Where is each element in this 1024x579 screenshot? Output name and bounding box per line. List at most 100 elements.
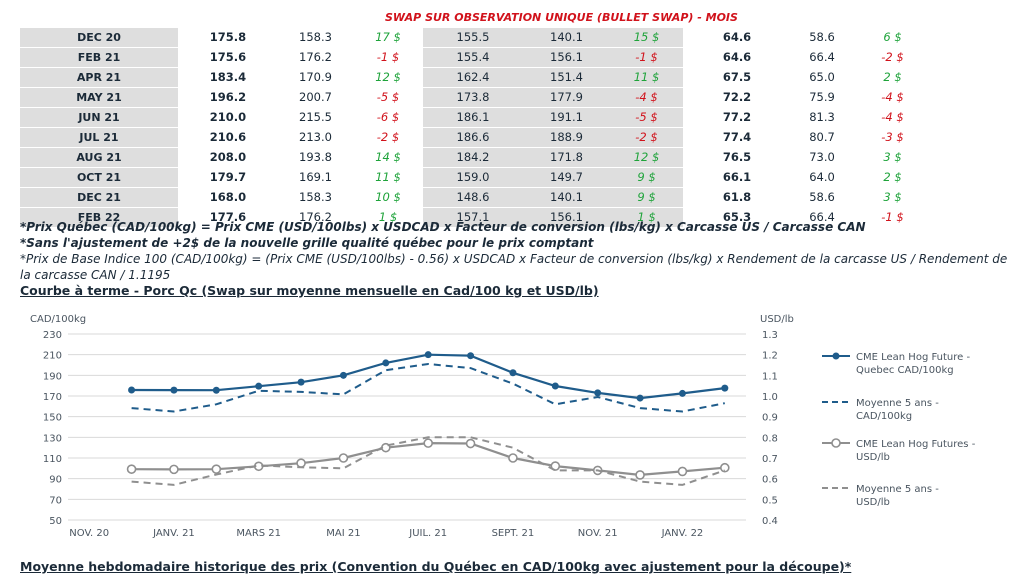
avg-5y-cell: 158.3 bbox=[278, 187, 353, 208]
y-right-tick-label: 1.0 bbox=[762, 392, 778, 403]
y-left-tick-label: 230 bbox=[43, 330, 62, 341]
note-line-2: *Sans l'ajustement de +2$ de la nouvelle… bbox=[20, 236, 594, 250]
avg-5y-cell: 176.2 bbox=[278, 47, 353, 68]
diff-cell: 12 $ bbox=[353, 67, 423, 88]
data-point bbox=[212, 386, 220, 394]
y-left-axis-title: CAD/100kg bbox=[30, 314, 86, 325]
diff-cell: 3 $ bbox=[853, 187, 932, 208]
cme-quebec-cell: 210.6 bbox=[178, 127, 278, 148]
usd-lb-cell: 65.3 bbox=[683, 207, 791, 228]
avg-5y-cell: 140.1 bbox=[523, 28, 610, 48]
y-right-tick-label: 0.6 bbox=[762, 475, 778, 486]
diff-cell: 1 $ bbox=[353, 207, 423, 228]
month-cell: DEC 20 bbox=[20, 28, 178, 48]
table-row: FEB 21 175.6 176.2 -1 $155.4 156.1 -1 $64.6 66… bbox=[20, 47, 932, 68]
x-tick-label: SEPT. 21 bbox=[492, 528, 535, 539]
legend-entry: Moyenne 5 ans -USD/lb bbox=[856, 484, 939, 508]
diff-cell: 11 $ bbox=[610, 67, 683, 88]
data-point bbox=[720, 462, 730, 473]
table-row: AUG 21 208.0 193.8 14 $184.2 171.8 12 $76.5 73… bbox=[20, 147, 932, 168]
x-tick-label: MARS 21 bbox=[236, 528, 281, 539]
diff-cell: 9 $ bbox=[610, 187, 683, 208]
diff-cell: -1 $ bbox=[610, 47, 683, 68]
data-point bbox=[551, 382, 559, 390]
month-cell: MAY 21 bbox=[20, 87, 178, 108]
data-point bbox=[508, 453, 518, 463]
swap-table: DEC 20 175.8 158.3 17 $155.5 140.1 15 $64.6 58… bbox=[20, 28, 932, 228]
data-point bbox=[594, 389, 602, 397]
diff-cell: -3 $ bbox=[853, 127, 932, 148]
note-line-3: *Prix de Base Indice 100 (CAD/100kg) = (… bbox=[20, 252, 1008, 282]
notes-block: *Prix Québec (CAD/100kg) = Prix CME (USD… bbox=[20, 219, 1010, 283]
y-left-tick-label: 70 bbox=[49, 495, 62, 506]
diff-cell: -5 $ bbox=[353, 87, 423, 108]
data-point bbox=[128, 386, 136, 394]
table-row: JUL 21 210.6 213.0 -2 $186.6 188.9 -2 $77.4 80… bbox=[20, 127, 932, 148]
data-point bbox=[423, 438, 433, 448]
diff-cell: 11 $ bbox=[353, 167, 423, 188]
diff-cell: 17 $ bbox=[353, 28, 423, 48]
cme-quebec-cell: 175.8 bbox=[178, 28, 278, 48]
price-cell: 162.4 bbox=[423, 67, 523, 88]
month-cell: AUG 21 bbox=[20, 147, 178, 168]
avg-5y-cell: 171.8 bbox=[523, 147, 610, 168]
diff-cell: -4 $ bbox=[853, 107, 932, 128]
avg-5y-cell: 170.9 bbox=[278, 67, 353, 88]
cme-quebec-cell: 208.0 bbox=[178, 147, 278, 168]
avg-5y-cell: 191.1 bbox=[523, 107, 610, 128]
avg-5y-cell: 149.7 bbox=[523, 167, 610, 188]
y-right-tick-label: 1.3 bbox=[762, 330, 778, 341]
diff-cell: -4 $ bbox=[853, 87, 932, 108]
table-row: DEC 21 168.0 158.3 10 $148.6 140.1 9 $61.8 58.… bbox=[20, 187, 932, 208]
data-point bbox=[170, 386, 178, 394]
data-point bbox=[677, 466, 688, 477]
x-tick-label: JANV. 22 bbox=[661, 528, 704, 539]
data-point bbox=[211, 464, 222, 474]
usd-lb-cell: 67.5 bbox=[683, 67, 791, 88]
usd-lb-cell: 77.2 bbox=[683, 107, 791, 128]
legend-entry: CME Lean Hog Futures -USD/lb bbox=[856, 439, 976, 463]
avg-5y-cell: 200.7 bbox=[278, 87, 353, 108]
data-point bbox=[126, 464, 137, 474]
diff-cell: 10 $ bbox=[353, 187, 423, 208]
avg-5y-usd-cell: 58.6 bbox=[791, 187, 853, 208]
table-row: JUN 21 210.0 215.5 -6 $186.1 191.1 -5 $77.2 81… bbox=[20, 107, 932, 128]
diff-cell: -2 $ bbox=[353, 127, 423, 148]
y-right-tick-label: 0.8 bbox=[762, 433, 778, 444]
data-point bbox=[721, 384, 729, 392]
table-row: DEC 20 175.8 158.3 17 $155.5 140.1 15 $64.6 58… bbox=[20, 28, 932, 48]
y-left-tick-label: 150 bbox=[43, 413, 62, 424]
month-cell: FEB 22 bbox=[20, 207, 178, 228]
swap-table-title: SWAP SUR OBSERVATION UNIQUE (BULLET SWAP… bbox=[385, 11, 738, 24]
avg-5y-cell: 140.1 bbox=[523, 187, 610, 208]
price-cell: 186.6 bbox=[423, 127, 523, 148]
weekly-history-title: Moyenne hebdomadaire historique des prix… bbox=[20, 559, 852, 574]
y-left-tick-label: 190 bbox=[43, 371, 62, 382]
diff-cell: 2 $ bbox=[853, 67, 932, 88]
avg-5y-cell: 158.3 bbox=[278, 28, 353, 48]
avg-5y-usd-cell: 66.4 bbox=[791, 47, 853, 68]
y-left-tick-label: 90 bbox=[49, 475, 62, 486]
usd-lb-cell: 64.6 bbox=[683, 47, 791, 68]
avg-5y-usd-cell: 58.6 bbox=[791, 28, 853, 48]
data-point bbox=[338, 453, 349, 463]
diff-cell: -5 $ bbox=[610, 107, 683, 128]
series-line-1 bbox=[131, 362, 725, 413]
usd-lb-cell: 64.6 bbox=[683, 28, 791, 48]
usd-lb-cell: 76.5 bbox=[683, 147, 791, 168]
y-right-tick-label: 0.5 bbox=[762, 495, 778, 506]
avg-5y-usd-cell: 80.7 bbox=[791, 127, 853, 148]
usd-lb-cell: 61.8 bbox=[683, 187, 791, 208]
avg-5y-usd-cell: 66.4 bbox=[791, 207, 853, 228]
diff-cell: -1 $ bbox=[853, 207, 932, 228]
usd-lb-cell: 66.1 bbox=[683, 167, 791, 188]
data-point bbox=[635, 470, 645, 480]
y-right-tick-label: 0.9 bbox=[762, 413, 778, 424]
price-cell: 184.2 bbox=[423, 147, 523, 168]
usd-lb-cell: 77.4 bbox=[683, 127, 791, 148]
avg-5y-cell: 188.9 bbox=[523, 127, 610, 148]
table-row: APR 21 183.4 170.9 12 $162.4 151.4 11 $67.5 65… bbox=[20, 67, 932, 88]
cme-quebec-cell: 183.4 bbox=[178, 67, 278, 88]
series-line-3 bbox=[131, 436, 726, 486]
month-cell: JUN 21 bbox=[20, 107, 178, 128]
